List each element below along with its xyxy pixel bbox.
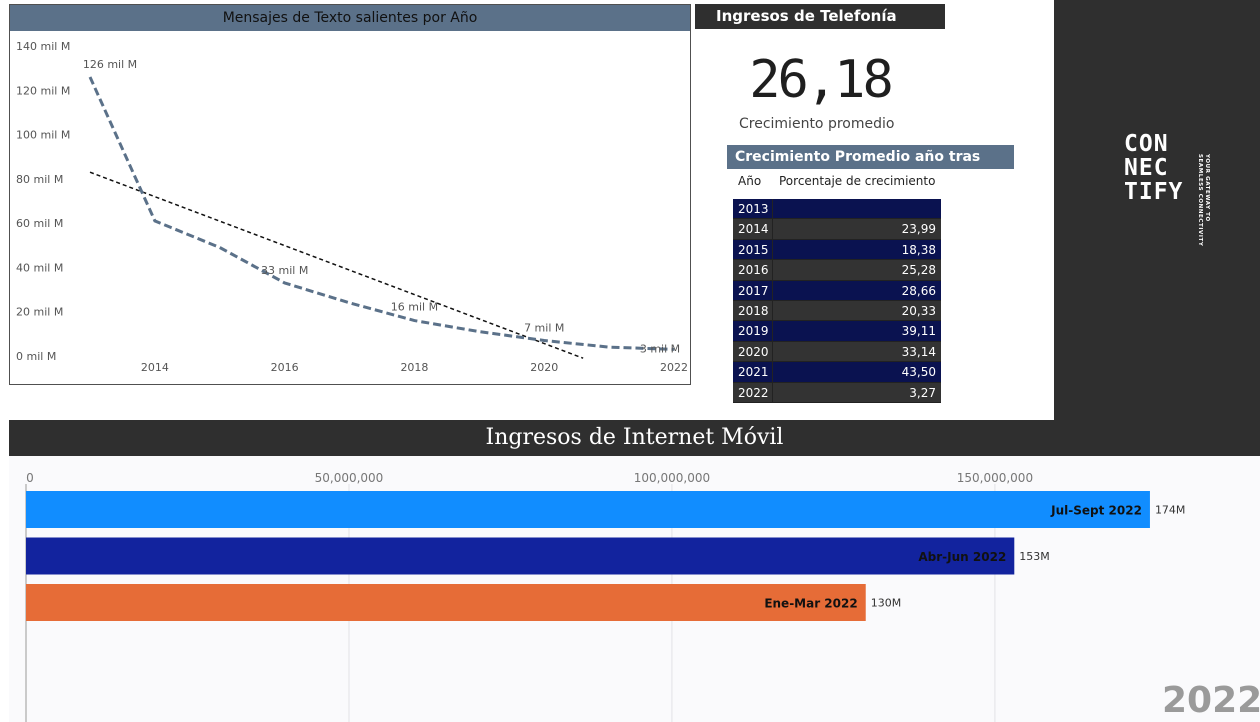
table-row: 2015 18,38 [733, 239, 941, 261]
data-label: 126 mil M [83, 58, 137, 71]
year-stamp: 2022 [1162, 680, 1260, 721]
logo-line-3: TIFY [1124, 179, 1184, 205]
x-tick-label: 2014 [141, 361, 169, 374]
text-messages-chart-card: Mensajes de Texto salientes por Año [9, 4, 691, 385]
data-label: 7 mil M [524, 322, 564, 335]
table-row: 2021 43,50 [733, 362, 941, 383]
table-cell-year: 2015 [733, 239, 773, 260]
logo-tagline-1: YOUR GATEWAY TO [1204, 154, 1210, 222]
y-tick-label: 140 mil M [16, 40, 70, 53]
table-cell-value: 33,14 [901, 344, 936, 359]
table-cell-year: 2019 [733, 321, 773, 341]
x-tick-label: 50,000,000 [315, 471, 384, 485]
data-label: 33 mil M [261, 264, 308, 277]
table-row: 2014 23,99 [733, 219, 941, 240]
bar-value-label: 130M [871, 597, 902, 610]
data-label: 3 mil M [640, 342, 680, 355]
series-line [88, 76, 675, 351]
table-cell-value: 3,27 [909, 385, 936, 400]
data-label: 16 mil M [391, 301, 438, 314]
logo-line-2: NEC [1124, 155, 1169, 181]
y-tick-label: 80 mil M [16, 173, 63, 186]
kpi-value: 26,18 [749, 50, 894, 110]
bar [26, 537, 1015, 575]
bar-value-label: 153M [1019, 550, 1050, 563]
internet-revenue-bar-chart: 0 50,000,000 100,000,000 150,000,000 Jul-Sep… [25, 471, 1186, 722]
table-cell-value: 39,11 [901, 324, 936, 339]
text-messages-line-chart: 0 mil M 20 mil M 40 mil M 60 mil M 80 mil M 1… [16, 40, 688, 374]
y-tick-label: 20 mil M [16, 306, 63, 319]
line-chart-title: Mensajes de Texto salientes por Año [10, 5, 690, 31]
x-tick-label: 2018 [400, 361, 428, 374]
table-row: 2018 20,33 [733, 300, 941, 322]
growth-table-title: Crecimiento Promedio año tras año [727, 145, 1014, 189]
y-tick-label: 40 mil M [16, 261, 63, 274]
bar-category-label: Ene-Mar 2022 [764, 597, 857, 611]
logo-line-1: CON [1124, 131, 1169, 157]
table-cell-value: 43,50 [901, 365, 936, 380]
column-header-percentage[interactable]: Porcentaje de crecimiento [779, 174, 936, 188]
kpi-label: Crecimiento promedio [739, 116, 895, 132]
table-cell-value: 23,99 [901, 222, 936, 237]
x-tick-label: 150,000,000 [957, 471, 1033, 485]
table-row: 2017 28,66 [733, 280, 941, 301]
y-tick-label: 120 mil M [16, 84, 70, 97]
connectify-logo: CON NEC TIFY YOUR GATEWAY TO SEAMLESS CO… [1118, 130, 1218, 246]
bar-value-label: 174M [1155, 504, 1186, 517]
x-tick-label: 2016 [271, 361, 299, 374]
table-cell-value: 25,28 [901, 263, 936, 278]
bar-category-label: Jul-Sept 2022 [1050, 504, 1142, 518]
growth-table: 2013 2014 23,99 2015 18,38 2016 25,28 2017 28,66… [733, 199, 941, 403]
table-cell-value: 28,66 [901, 283, 936, 298]
table-row: 2022 3,27 [733, 382, 941, 403]
table-cell-year: 2016 [733, 260, 773, 280]
trend-line [89, 171, 584, 359]
table-row: 2016 25,28 [733, 260, 941, 281]
table-cell-year: 2014 [733, 219, 773, 239]
table-row: 2013 [733, 199, 941, 220]
bar-category-label: Abr-Jun 2022 [918, 550, 1006, 564]
table-cell-year: 2017 [733, 280, 773, 300]
x-tick-label: 2022 [660, 361, 688, 374]
table-row: 2019 39,11 [733, 321, 941, 342]
table-cell-value [773, 199, 941, 218]
x-tick-label: 2020 [530, 361, 558, 374]
bar-chart-title: Ingresos de Internet Móvil [9, 420, 1260, 456]
table-cell-year: 2018 [733, 300, 773, 321]
table-cell-year: 2021 [733, 362, 773, 382]
table-row: 2020 33,14 [733, 341, 941, 363]
column-header-year[interactable]: Año [738, 174, 762, 188]
table-cell-value: 18,38 [901, 242, 936, 257]
bar [26, 491, 1150, 528]
table-cell-year: 2013 [733, 199, 773, 219]
y-tick-label: 0 mil M [16, 350, 56, 363]
internet-revenue-chart-area: 0 50,000,000 100,000,000 150,000,000 Jul-Sep… [9, 456, 1260, 722]
table-cell-value: 20,33 [901, 303, 936, 318]
y-tick-label: 60 mil M [16, 217, 63, 230]
bar [26, 584, 866, 621]
logo-tagline-2: SEAMLESS CONNECTIVITY [1197, 154, 1203, 247]
brand-panel [1054, 0, 1260, 420]
table-cell-year: 2022 [733, 382, 773, 402]
x-tick-label: 100,000,000 [634, 471, 710, 485]
y-tick-label: 100 mil M [16, 129, 70, 142]
kpi-header: Ingresos de Telefonía Móvil [695, 4, 945, 50]
table-cell-year: 2020 [733, 341, 773, 362]
x-tick-label: 0 [26, 471, 34, 485]
